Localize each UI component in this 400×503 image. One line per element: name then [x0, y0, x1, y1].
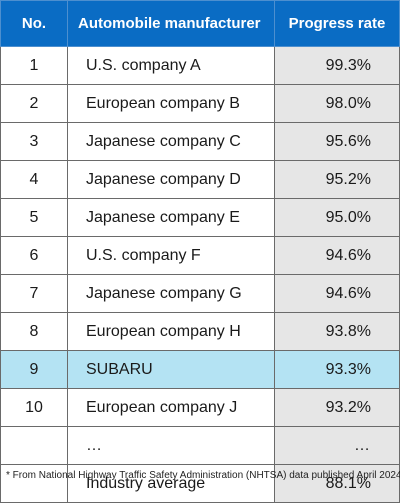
cell-manufacturer: Japanese company C: [67, 122, 275, 161]
table-row: 9 SUBARU 93.3%: [0, 350, 400, 389]
cell-manufacturer: U.S. company F: [67, 236, 275, 275]
cell-progress-rate: 99.3%: [274, 46, 400, 85]
cell-progress-rate: 95.2%: [274, 160, 400, 199]
table-header-row: No. Automobile manufacturer Progress rat…: [0, 0, 400, 47]
cell-progress-rate: 93.2%: [274, 388, 400, 427]
table-row: 2 European company B 98.0%: [0, 84, 400, 123]
cell-progress-rate: 95.0%: [274, 198, 400, 237]
cell-rank: 7: [0, 274, 68, 313]
cell-progress-rate: 94.6%: [274, 236, 400, 275]
cell-rank: 3: [0, 122, 68, 161]
cell-manufacturer: European company B: [67, 84, 275, 123]
cell-rank: 6: [0, 236, 68, 275]
cell-manufacturer: …: [67, 426, 275, 465]
cell-progress-rate: 93.3%: [274, 350, 400, 389]
cell-rank: 5: [0, 198, 68, 237]
cell-progress-rate: 98.0%: [274, 84, 400, 123]
cell-rank: [0, 426, 68, 465]
cell-manufacturer: SUBARU: [67, 350, 275, 389]
cell-manufacturer: Japanese company D: [67, 160, 275, 199]
cell-progress-rate: 95.6%: [274, 122, 400, 161]
cell-progress-rate: 94.6%: [274, 274, 400, 313]
table-row: 4 Japanese company D 95.2%: [0, 160, 400, 199]
header-progress-rate: Progress rate: [274, 0, 400, 47]
cell-progress-rate: 93.8%: [274, 312, 400, 351]
table-row: 6 U.S. company F 94.6%: [0, 236, 400, 275]
cell-rank: 8: [0, 312, 68, 351]
cell-rank: 9: [0, 350, 68, 389]
header-manufacturer: Automobile manufacturer: [67, 0, 275, 47]
footnote: * From National Highway Traffic Safety A…: [6, 470, 400, 481]
cell-rank: 2: [0, 84, 68, 123]
cell-rank: 1: [0, 46, 68, 85]
table-row: 3 Japanese company C 95.6%: [0, 122, 400, 161]
header-no: No.: [0, 0, 68, 47]
table-row: 7 Japanese company G 94.6%: [0, 274, 400, 313]
table-row: ……: [0, 426, 400, 465]
cell-manufacturer: European company J: [67, 388, 275, 427]
cell-rank: 10: [0, 388, 68, 427]
cell-progress-rate: …: [274, 426, 400, 465]
cell-manufacturer: Japanese company G: [67, 274, 275, 313]
table-row: 5 Japanese company E 95.0%: [0, 198, 400, 237]
cell-manufacturer: Japanese company E: [67, 198, 275, 237]
table-row: 1 U.S. company A 99.3%: [0, 46, 400, 85]
table-row: 10 European company J 93.2%: [0, 388, 400, 427]
cell-manufacturer: European company H: [67, 312, 275, 351]
cell-rank: 4: [0, 160, 68, 199]
cell-manufacturer: U.S. company A: [67, 46, 275, 85]
table-row: 8 European company H 93.8%: [0, 312, 400, 351]
